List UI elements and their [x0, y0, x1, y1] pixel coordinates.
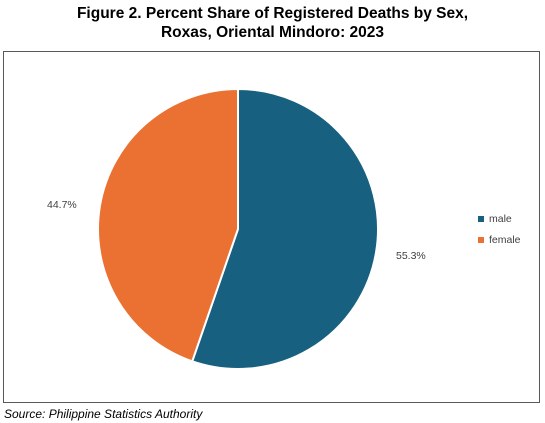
data-label-male: 55.3%	[396, 250, 426, 262]
chart-title-line-2: Roxas, Oriental Mindoro: 2023	[160, 24, 385, 41]
legend-swatch-male	[478, 215, 484, 222]
legend-item-female: female	[478, 229, 521, 250]
legend-swatch-female	[478, 236, 484, 243]
chart-title-line-1: Figure 2. Percent Share of Registered De…	[76, 5, 469, 22]
source-note: Source: Philippine Statistics Authority	[4, 407, 203, 421]
chart-title: Figure 2. Percent Share of Registered De…	[0, 4, 545, 42]
legend-label-female: female	[489, 233, 521, 246]
data-label-female: 44.7%	[47, 199, 77, 211]
legend-label-male: male	[489, 212, 512, 225]
chart-legend: male female	[478, 208, 521, 250]
legend-item-male: male	[478, 208, 521, 229]
pie-slice-female	[97, 87, 239, 363]
